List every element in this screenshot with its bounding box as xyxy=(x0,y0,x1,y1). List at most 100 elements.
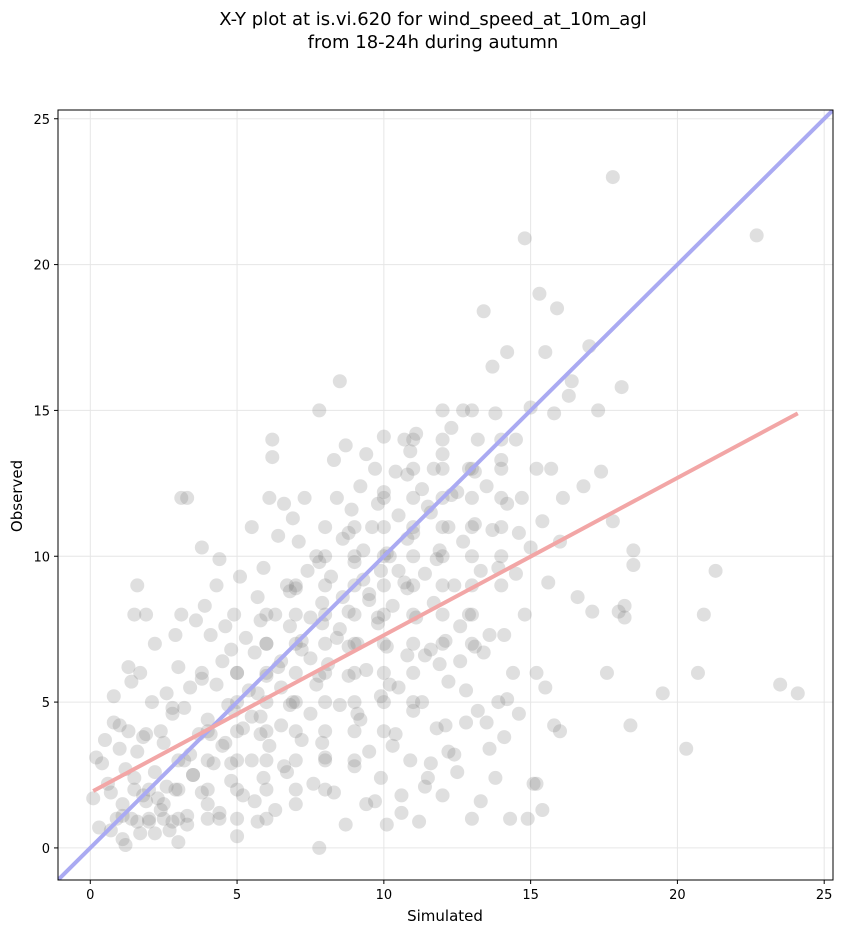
data-point xyxy=(303,610,318,625)
y-tick-label: 0 xyxy=(42,842,50,857)
data-point xyxy=(415,695,430,710)
data-point xyxy=(106,689,121,704)
data-point xyxy=(494,520,509,535)
data-point xyxy=(476,304,491,319)
data-point xyxy=(467,517,482,532)
data-point xyxy=(550,301,565,316)
data-point xyxy=(403,444,418,459)
data-point xyxy=(432,657,447,672)
data-point xyxy=(262,738,277,753)
data-point xyxy=(326,453,341,467)
data-point xyxy=(180,817,195,832)
data-point xyxy=(406,665,421,680)
data-point xyxy=(538,345,553,360)
data-point xyxy=(406,703,421,718)
data-point xyxy=(318,753,333,768)
data-point xyxy=(517,231,532,246)
data-point xyxy=(288,753,303,768)
data-point xyxy=(362,593,377,607)
data-point xyxy=(165,706,180,721)
data-point xyxy=(456,403,471,418)
data-point xyxy=(262,490,277,505)
data-point xyxy=(279,765,294,780)
data-point xyxy=(168,628,183,642)
data-point xyxy=(555,490,570,505)
data-point xyxy=(312,840,327,855)
data-point xyxy=(494,490,509,505)
data-point xyxy=(341,604,356,619)
data-point xyxy=(400,581,415,596)
data-point xyxy=(359,447,374,462)
data-point xyxy=(156,811,171,826)
data-point xyxy=(599,665,614,680)
data-point xyxy=(464,607,479,622)
data-point xyxy=(529,665,544,680)
data-point xyxy=(347,695,362,710)
data-point xyxy=(212,552,227,567)
data-point xyxy=(159,686,174,701)
data-point xyxy=(497,628,512,642)
data-point xyxy=(271,528,286,543)
data-point xyxy=(309,549,324,564)
data-point xyxy=(194,671,209,686)
data-point xyxy=(359,663,374,677)
data-point xyxy=(397,575,412,590)
data-point xyxy=(356,543,371,558)
data-point xyxy=(564,374,579,389)
data-point xyxy=(121,724,136,739)
data-point xyxy=(288,665,303,680)
data-point xyxy=(547,406,562,421)
data-point xyxy=(288,581,303,596)
data-point xyxy=(438,633,453,648)
data-point xyxy=(482,741,497,756)
data-point xyxy=(385,598,400,613)
data-point xyxy=(133,665,148,680)
data-point xyxy=(435,636,450,651)
data-point xyxy=(406,549,421,564)
data-point xyxy=(256,770,271,785)
data-point xyxy=(332,374,347,389)
data-point xyxy=(200,782,215,797)
x-tick-label: 0 xyxy=(86,888,94,903)
data-point xyxy=(294,633,309,648)
data-point xyxy=(497,730,512,745)
data-point xyxy=(406,578,421,593)
data-point xyxy=(594,464,609,479)
data-point xyxy=(376,695,391,710)
data-point xyxy=(341,525,356,540)
data-point xyxy=(376,490,391,505)
data-point xyxy=(470,703,485,718)
data-point xyxy=(224,756,239,771)
data-point xyxy=(247,645,262,660)
data-point xyxy=(259,668,274,683)
data-point xyxy=(464,403,479,418)
y-tick-label: 20 xyxy=(33,259,50,274)
data-point xyxy=(165,700,180,715)
data-point xyxy=(385,738,400,753)
data-point xyxy=(535,514,550,529)
data-point xyxy=(89,750,104,765)
data-point xyxy=(523,540,538,555)
data-point xyxy=(617,598,632,613)
data-point xyxy=(127,607,142,622)
data-point xyxy=(150,791,165,806)
data-point xyxy=(115,832,130,847)
data-point xyxy=(244,753,259,768)
data-point xyxy=(326,785,341,800)
data-point xyxy=(183,680,198,695)
data-point xyxy=(347,759,362,774)
data-point xyxy=(520,811,535,826)
data-point xyxy=(174,607,189,622)
data-point xyxy=(382,677,397,692)
data-point xyxy=(212,811,227,826)
data-point xyxy=(356,572,371,587)
data-point xyxy=(171,835,186,850)
data-point xyxy=(690,665,705,680)
data-point xyxy=(494,461,509,476)
data-point xyxy=(482,628,497,642)
data-point xyxy=(194,785,209,800)
data-point xyxy=(312,403,327,418)
data-point xyxy=(256,560,271,575)
data-point xyxy=(230,724,245,739)
